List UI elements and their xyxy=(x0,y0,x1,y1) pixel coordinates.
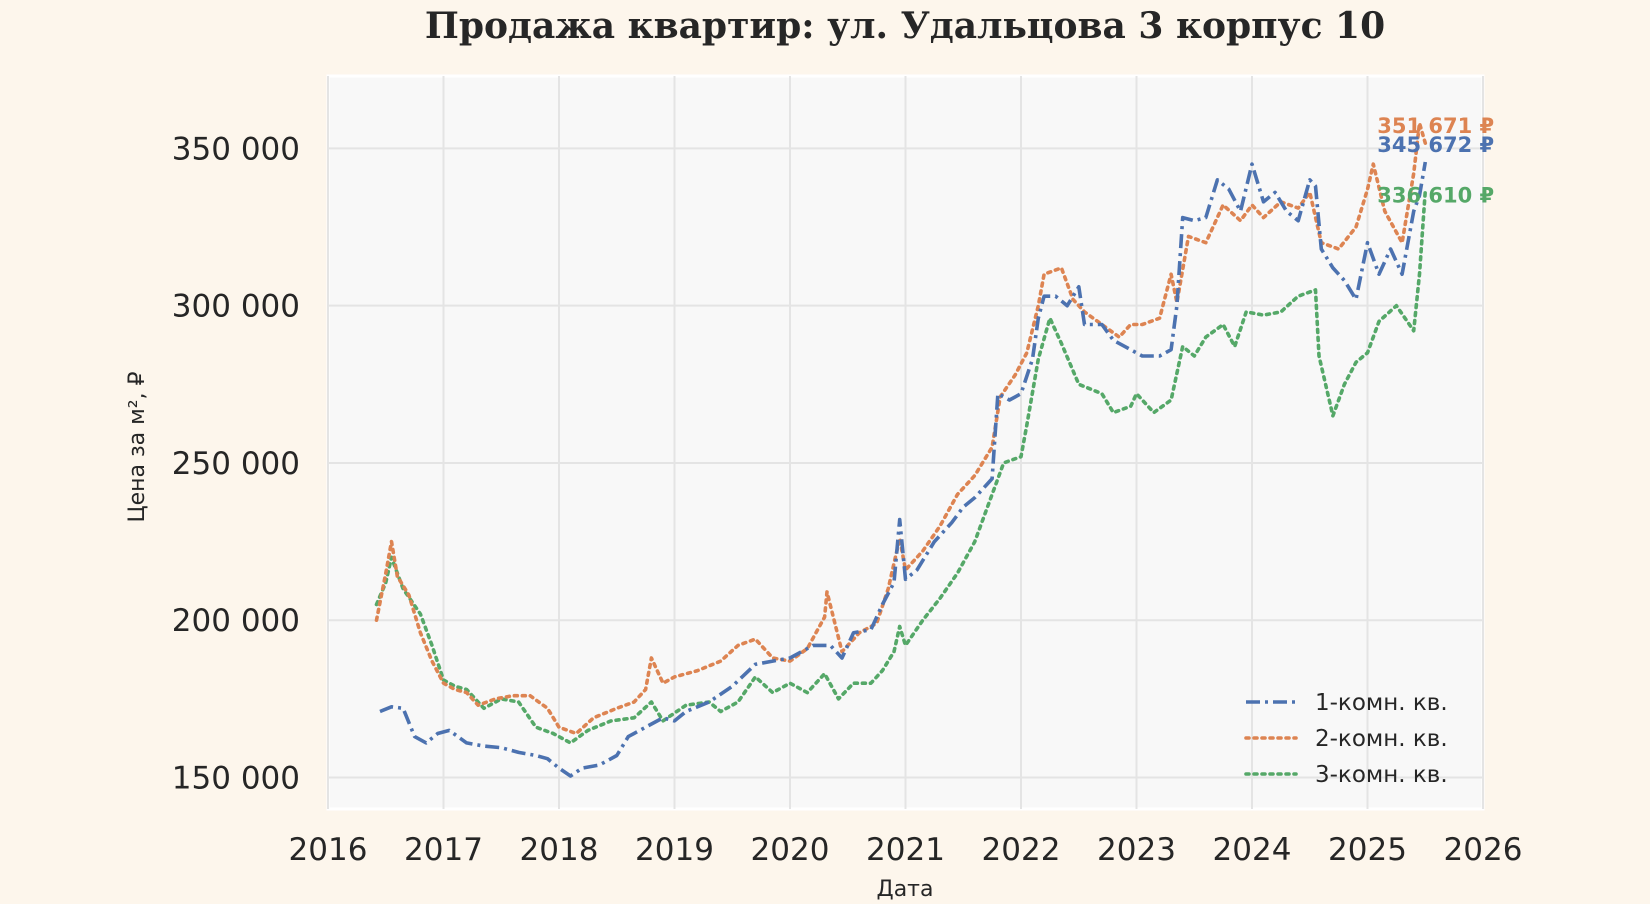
x-tick-label: 2019 xyxy=(635,832,714,868)
x-tick-label: 2024 xyxy=(1213,832,1292,868)
legend-label-1: 1-комн. кв. xyxy=(1315,690,1448,716)
y-tick-label: 300 000 xyxy=(172,289,300,325)
series-line-2 xyxy=(374,121,1428,736)
series-line-1 xyxy=(379,161,1428,778)
legend-label-2: 2-комн. кв. xyxy=(1315,726,1448,752)
y-axis-ticks: 150 000 200 000 250 000 300 000 350 000 xyxy=(172,131,300,796)
grid xyxy=(327,76,1484,809)
x-tick-label: 2016 xyxy=(289,832,368,868)
x-tick-label: 2020 xyxy=(751,832,830,868)
x-tick-label: 2022 xyxy=(982,832,1061,868)
y-tick-label: 150 000 xyxy=(172,761,300,797)
y-axis-label: Цена за м², ₽ xyxy=(125,371,150,522)
series-line-3 xyxy=(374,188,1428,745)
x-tick-label: 2025 xyxy=(1328,832,1407,868)
end-value-label-1: 345 672 ₽ xyxy=(1377,133,1494,157)
y-tick-label: 350 000 xyxy=(172,131,300,167)
x-tick-label: 2026 xyxy=(1444,832,1523,868)
legend: 1-комн. кв. 2-комн. кв. 3-комн. кв. xyxy=(1244,690,1448,788)
end-value-label-3: 336 610 ₽ xyxy=(1377,183,1494,207)
x-axis-label: Дата xyxy=(877,877,934,900)
x-tick-label: 2018 xyxy=(520,832,599,868)
x-tick-label: 2017 xyxy=(404,832,483,868)
y-tick-label: 250 000 xyxy=(172,446,300,482)
x-axis-ticks: 2016 2017 2018 2019 2020 2021 2022 2023 2024 2025… xyxy=(289,832,1523,868)
x-tick-label: 2021 xyxy=(866,832,945,868)
end-value-label-2: 351 671 ₽ xyxy=(1377,114,1494,138)
chart-title: Продажа квартир: ул. Удальцова 3 корпус … xyxy=(425,5,1385,47)
legend-label-3: 3-комн. кв. xyxy=(1315,762,1448,788)
x-tick-label: 2023 xyxy=(1097,832,1176,868)
end-value-labels: 345 672 ₽351 671 ₽ 336 610 ₽ xyxy=(1377,114,1494,207)
series-lines xyxy=(374,121,1428,778)
y-tick-label: 200 000 xyxy=(172,603,300,639)
